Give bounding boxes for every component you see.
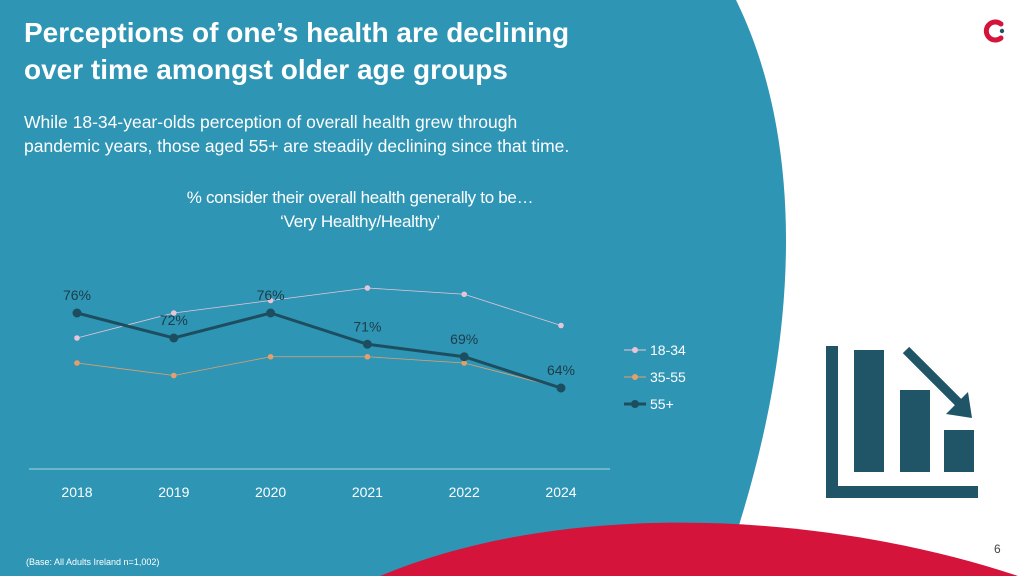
x-tick-label: 2018 [61,484,92,500]
data-point-35-55 [267,353,274,360]
page-subtitle: While 18-34-year-olds perception of over… [24,110,664,158]
data-label-55-plus: 71% [353,318,381,334]
data-label-55-plus: 69% [450,331,478,347]
data-point-18-34 [558,322,564,329]
data-label-55-plus: 76% [63,287,91,303]
legend-marker-icon [624,346,646,353]
page-title: Perceptions of one’s health are declinin… [24,14,664,88]
data-point-18-34 [171,310,177,316]
data-point-18-34 [364,285,371,291]
data-point-35-55 [364,353,371,360]
data-point-55-plus [362,339,372,349]
subtitle-line: pandemic years, those aged 55+ are stead… [24,136,570,156]
data-label-55-plus: 72% [160,312,188,328]
page-number: 6 [994,542,1001,556]
chart-title-line: ‘Very Healthy/Healthy’ [280,212,440,231]
data-point-55-plus [556,383,566,393]
x-tick-label: 2024 [545,484,576,500]
legend-item-18-34: 18-34 [624,336,686,363]
x-tick-label: 2019 [158,484,189,500]
title-line: over time amongst older age groups [24,54,508,85]
series-line-55-plus [76,311,562,390]
data-point-35-55 [461,360,468,366]
data-point-18-34 [461,291,468,298]
legend-label: 35-55 [650,368,686,385]
subtitle-line: While 18-34-year-olds perception of over… [24,112,518,132]
series-line-18-34 [76,287,562,339]
chart-title: % consider their overall health generall… [160,186,560,234]
legend-item-35-55: 35-55 [624,363,686,390]
data-point-55-plus [169,333,179,343]
data-point-35-55 [171,372,177,379]
red-accent-arc [380,522,1018,576]
chart-title-line: % consider their overall health generall… [186,188,534,207]
x-tick-label: 2022 [449,484,480,500]
data-point-18-34 [74,335,80,341]
data-point-55-plus [459,352,469,362]
data-point-35-55 [74,360,80,366]
brand-c-logo-icon [983,19,1005,43]
x-tick-label: 2021 [352,484,383,500]
blue-panel [0,0,787,576]
data-point-18-34 [267,297,274,304]
series-line-35-55 [76,356,562,389]
legend-marker-icon [624,399,646,408]
data-label-55-plus: 64% [547,362,575,378]
chart-legend: 18-34 35-55 55+ [624,336,686,417]
legend-item-55-plus: 55+ [624,390,686,417]
base-note: (Base: All Adults Ireland n=1,002) [26,557,160,567]
declining-bar-chart-icon [826,346,978,498]
data-label-55-plus: 76% [257,287,285,303]
data-point-55-plus [72,308,82,318]
title-line: Perceptions of one’s health are declinin… [24,17,570,48]
legend-label: 18-34 [650,341,686,358]
data-point-55-plus [266,308,276,318]
x-tick-label: 2020 [255,484,286,500]
legend-label: 55+ [650,395,674,412]
legend-marker-icon [624,373,646,380]
